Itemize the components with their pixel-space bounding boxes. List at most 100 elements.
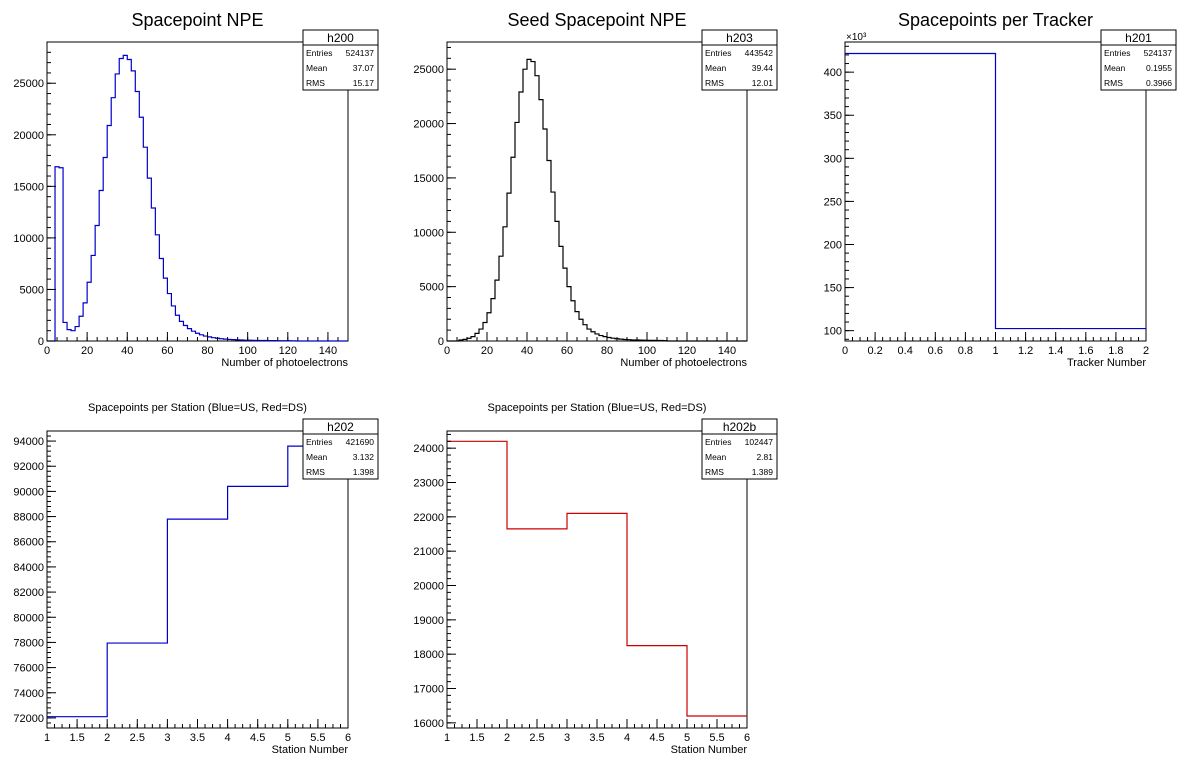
x-tick-label: 0 <box>44 345 50 357</box>
x-tick-label: 4 <box>225 732 231 744</box>
histogram-line <box>447 440 747 717</box>
y-tick-label: 10000 <box>413 227 444 239</box>
stats-label: Entries <box>306 437 332 447</box>
x-tick-label: 0 <box>842 345 848 357</box>
stats-label: Entries <box>1104 48 1130 58</box>
x-tick-label: 4.5 <box>250 732 265 744</box>
stats-histogram-name: h202 <box>327 420 354 434</box>
x-tick-label: 3 <box>164 732 170 744</box>
x-tick-label: 1.5 <box>69 732 84 744</box>
x-tick-label: 140 <box>718 345 736 357</box>
x-tick-label: 1.2 <box>1018 345 1033 357</box>
stats-box-frame <box>701 418 778 480</box>
y-tick-label: 15000 <box>13 181 44 193</box>
y-tick-label: 5000 <box>420 282 444 294</box>
stats-value: 0.3966 <box>1146 78 1172 88</box>
y-tick-label: 400 <box>824 67 842 79</box>
x-axis-label: Number of photoelectrons <box>221 357 348 369</box>
x-tick-label: 1.4 <box>1048 345 1063 357</box>
stats-value: 102447 <box>745 437 774 447</box>
stats-value: 3.132 <box>353 452 375 462</box>
chart-c_station_us: Spacepoints per Station (Blue=US, Red=DS… <box>13 402 379 756</box>
y-tick-label: 15000 <box>413 173 444 185</box>
x-tick-label: 80 <box>201 345 213 357</box>
y-tick-label: 250 <box>824 196 842 208</box>
y-tick-label: 17000 <box>413 684 444 696</box>
x-tick-label: 3.5 <box>190 732 205 744</box>
stats-label: RMS <box>306 78 325 88</box>
chart-c_seed: Seed Spacepoint NPE 0 20 40 60 80 100 120 140 0 50… <box>413 10 778 369</box>
y-tick-label: 74000 <box>13 688 44 700</box>
stats-label: RMS <box>1104 78 1123 88</box>
stats-value: 15.17 <box>353 78 375 88</box>
stats-box-frame <box>302 418 379 480</box>
stats-value: 524137 <box>346 48 375 58</box>
y-tick-label: 5000 <box>20 284 44 296</box>
y-tick-label: 19000 <box>413 615 444 627</box>
stats-histogram-name: h200 <box>327 31 354 45</box>
x-tick-label: 0.2 <box>867 345 882 357</box>
x-tick-label: 100 <box>638 345 656 357</box>
x-axis-label: Station Number <box>272 744 349 756</box>
chart-title: Spacepoint NPE <box>131 10 263 30</box>
stats-label: Mean <box>705 63 727 73</box>
y-tick-label: 25000 <box>13 78 44 90</box>
y-tick-label: 20000 <box>413 581 444 593</box>
stats-histogram-name: h202b <box>723 420 757 434</box>
stats-box: h203 Entries 443542 Mean 39.44 RMS 12.01 <box>701 29 778 91</box>
stats-label: Mean <box>705 452 727 462</box>
x-tick-label: 5 <box>285 732 291 744</box>
y-tick-label: 94000 <box>13 436 44 448</box>
x-tick-label: 6 <box>744 732 750 744</box>
chart-title: Seed Spacepoint NPE <box>507 10 686 30</box>
y-tick-label: 88000 <box>13 512 44 524</box>
chart-title: Spacepoints per Station (Blue=US, Red=DS… <box>88 402 307 414</box>
y-tick-label: 78000 <box>13 637 44 649</box>
stats-label: RMS <box>306 467 325 477</box>
y-tick-label: 300 <box>824 153 842 165</box>
stats-value: 12.01 <box>752 78 774 88</box>
x-tick-label: 1 <box>444 732 450 744</box>
chart-c_npe: Spacepoint NPE 0 20 40 60 80 100 120 140 0 5000 100… <box>13 10 379 369</box>
stats-label: Mean <box>1104 63 1126 73</box>
x-tick-label: 6 <box>345 732 351 744</box>
x-tick-label: 2 <box>504 732 510 744</box>
y-tick-label: 84000 <box>13 562 44 574</box>
histogram-line <box>47 54 348 342</box>
stats-box: h202 Entries 421690 Mean 3.132 RMS 1.398 <box>302 418 379 480</box>
stats-value: 1.389 <box>752 467 774 477</box>
x-tick-label: 1 <box>44 732 50 744</box>
y-tick-label: 90000 <box>13 486 44 498</box>
x-tick-label: 2.5 <box>529 732 544 744</box>
x-axis-label: Station Number <box>671 744 748 756</box>
x-tick-label: 80 <box>601 345 613 357</box>
stats-value: 421690 <box>346 437 375 447</box>
stats-label: Entries <box>306 48 332 58</box>
chart-c_tracker: Spacepoints per Tracker 0 0.2 0.4 0.6 0.8 1 1.2… <box>824 10 1177 369</box>
x-tick-label: 5 <box>684 732 690 744</box>
stats-value: 2.81 <box>756 452 773 462</box>
y-tick-label: 21000 <box>413 546 444 558</box>
y-tick-label: 76000 <box>13 663 44 675</box>
x-tick-label: 20 <box>81 345 93 357</box>
y-tick-label: 80000 <box>13 612 44 624</box>
stats-label: Entries <box>705 437 731 447</box>
stats-box: h200 Entries 524137 Mean 37.07 RMS 15.17 <box>302 29 379 91</box>
histogram-line <box>47 445 348 718</box>
y-tick-label: 10000 <box>13 233 44 245</box>
x-tick-label: 60 <box>161 345 173 357</box>
y-tick-label: 22000 <box>413 512 444 524</box>
x-tick-label: 0 <box>444 345 450 357</box>
y-tick-label: 350 <box>824 110 842 122</box>
y-tick-label: 20000 <box>13 130 44 142</box>
x-tick-label: 3 <box>564 732 570 744</box>
y-tick-label: 24000 <box>413 443 444 455</box>
x-tick-label: 60 <box>561 345 573 357</box>
y-tick-label: 100 <box>824 326 842 338</box>
stats-value: 39.44 <box>752 63 774 73</box>
y-tick-label: 16000 <box>413 718 444 730</box>
x-tick-label: 4.5 <box>649 732 664 744</box>
stats-label: Entries <box>705 48 731 58</box>
y-tick-label: 200 <box>824 239 842 251</box>
y-tick-label: 150 <box>824 283 842 295</box>
